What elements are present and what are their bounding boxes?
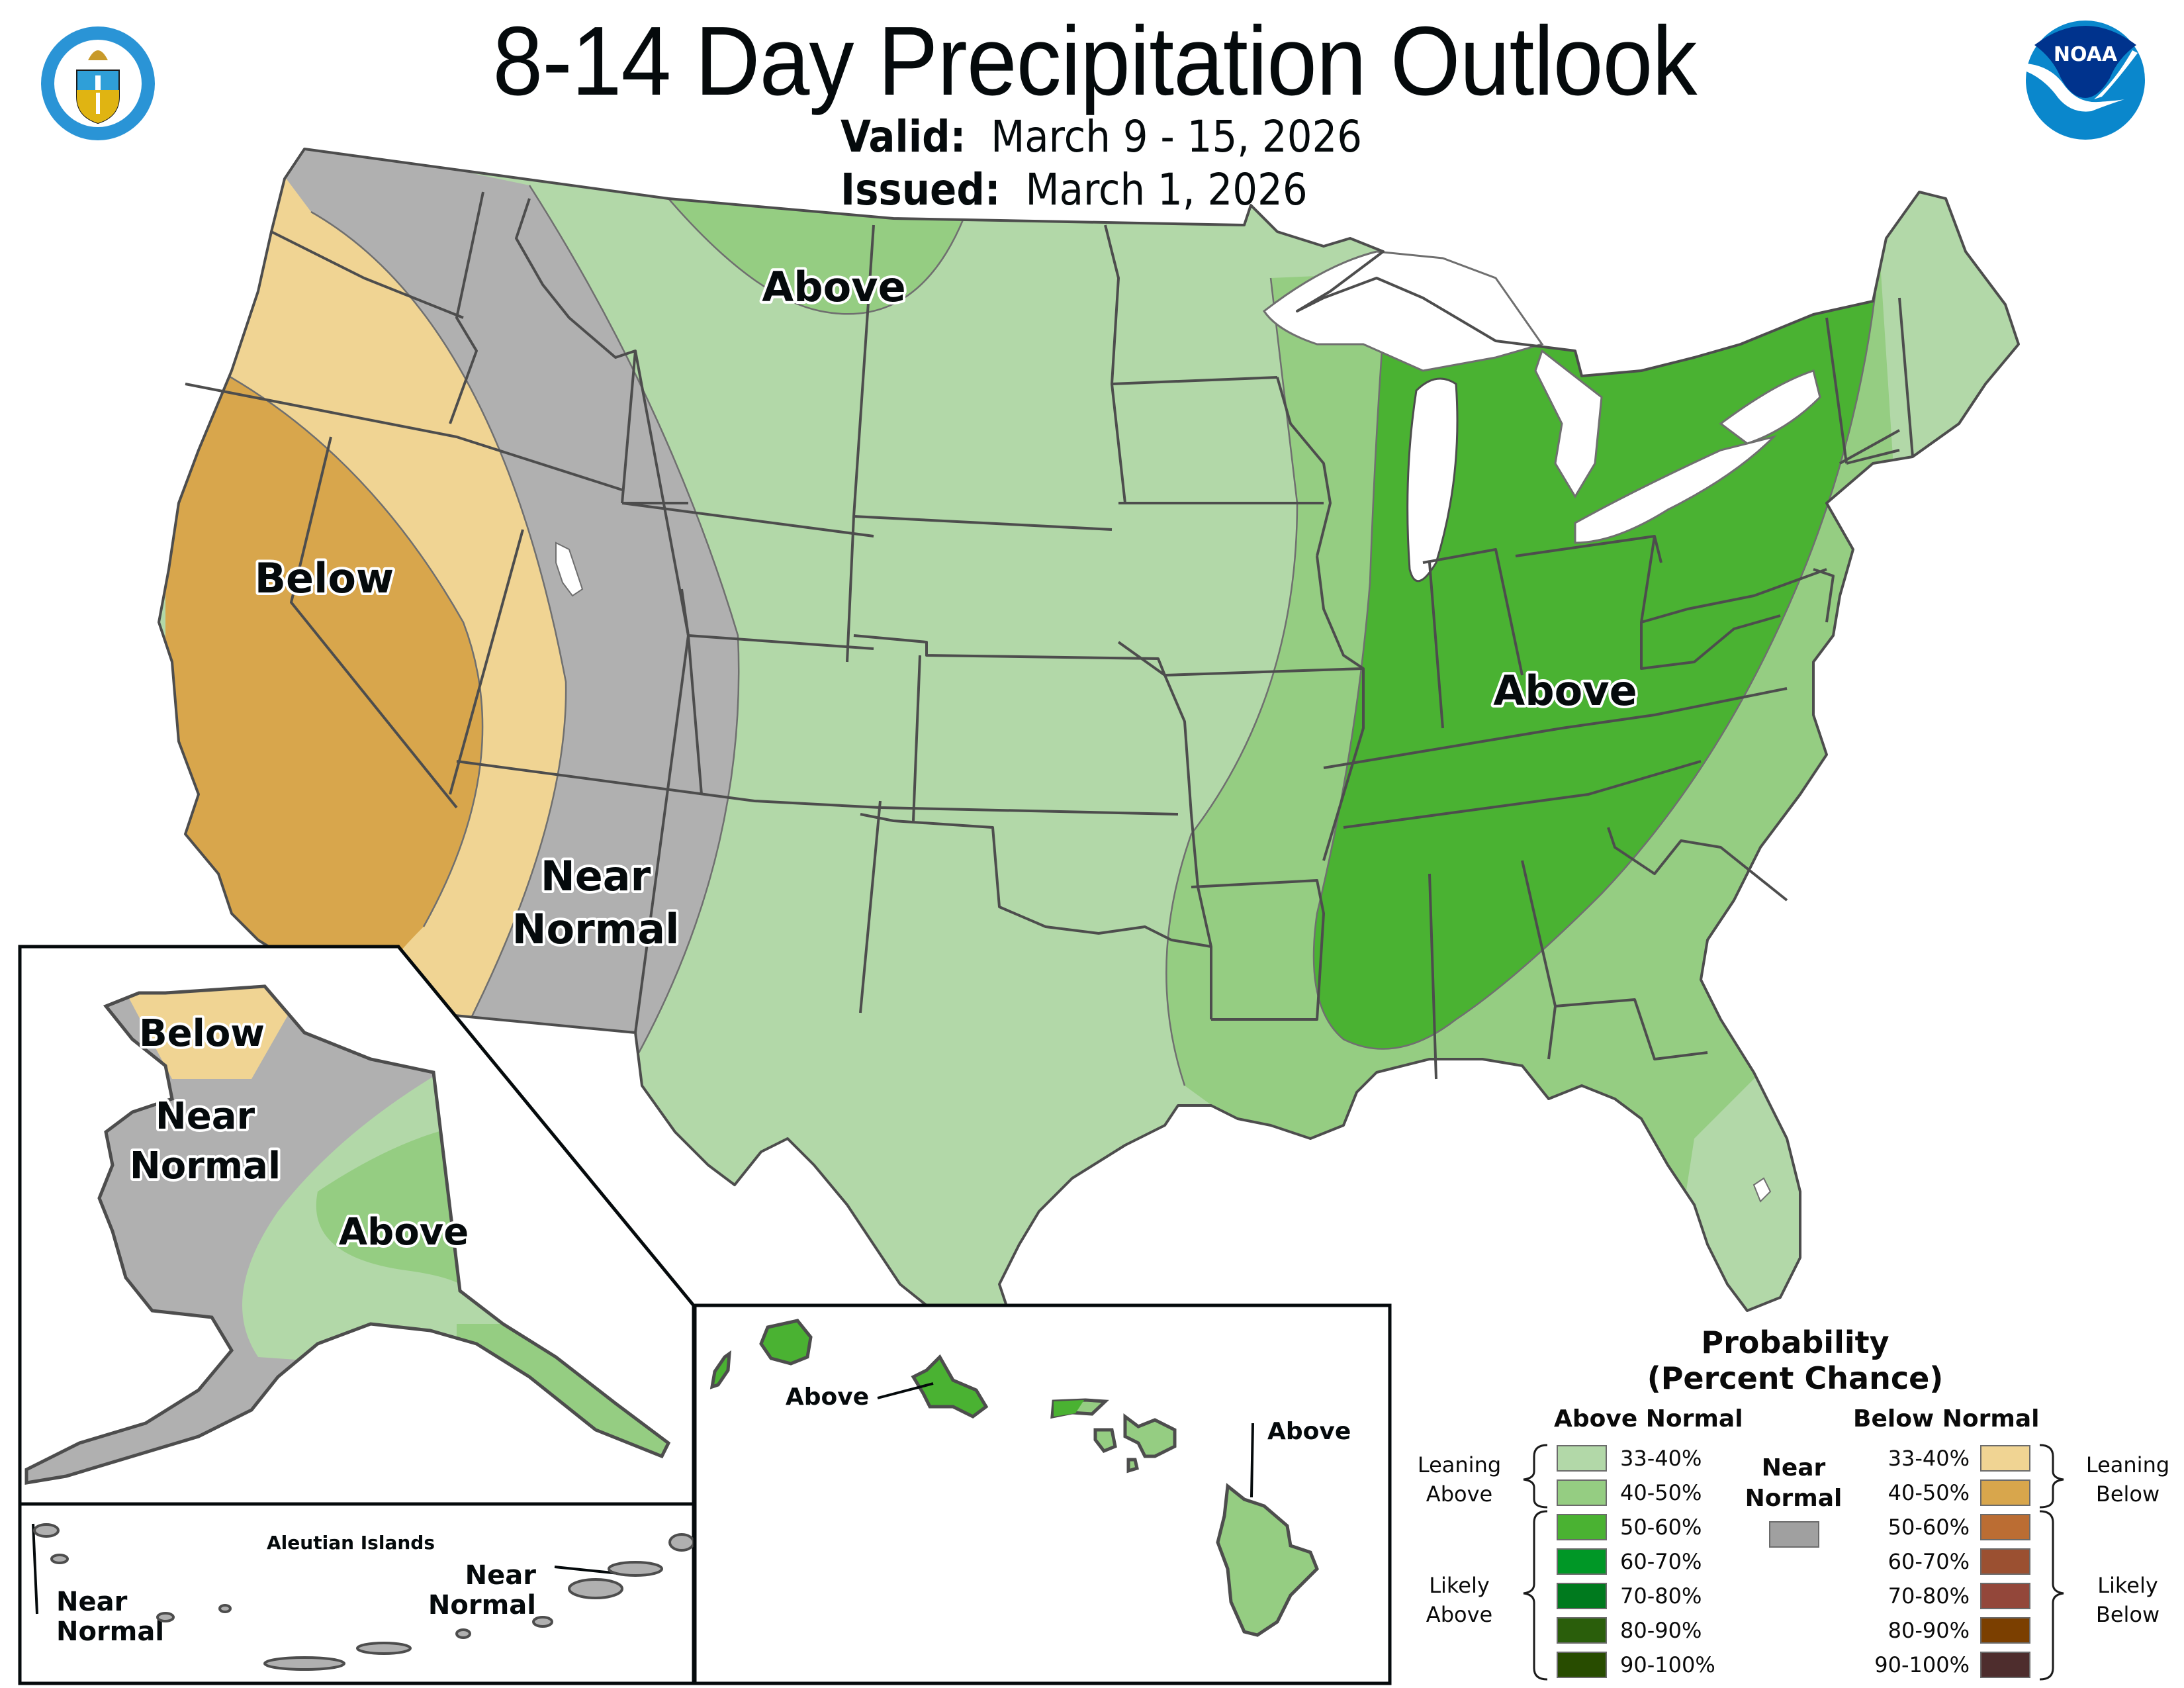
- hawaii-label-east: Above: [1267, 1418, 1351, 1445]
- brace-leaning-above-icon: [1523, 1444, 1548, 1509]
- label-above-50-60: 50-60%: [1620, 1515, 1702, 1540]
- swatch-below-80-90: [1980, 1617, 2030, 1644]
- swatch-below-50-60: [1980, 1514, 2030, 1540]
- legend-title-line2: (Percent Chance): [1647, 1360, 1944, 1396]
- legend-likely-above-line2: Above: [1426, 1602, 1493, 1627]
- alaska-label-above: Above: [339, 1211, 469, 1254]
- label-above-80-90: 80-90%: [1620, 1618, 1702, 1643]
- molokai-west: [1054, 1400, 1084, 1417]
- swatch-above-33-40: [1557, 1445, 1607, 1472]
- lake-okeechobee: [1752, 1177, 1772, 1203]
- brace-likely-below-icon: [2039, 1510, 2064, 1681]
- legend-near-normal-line2: Normal: [1745, 1485, 1843, 1512]
- alaska-label-near-line2: Normal: [130, 1145, 281, 1188]
- page-title: 8-14 Day Precipitation Outlook: [492, 7, 1697, 116]
- swatch-below-60-70: [1980, 1548, 2030, 1575]
- hawaii-label-west: Above: [786, 1383, 869, 1411]
- legend-likely-below: Likely Below: [2078, 1571, 2177, 1629]
- legend-title-line1: Probability: [1701, 1325, 1889, 1360]
- niihau-island: [709, 1350, 731, 1389]
- maui-island: [1123, 1413, 1177, 1458]
- alaska-label-near-line1: Near: [156, 1095, 255, 1138]
- swatch-below-33-40: [1980, 1445, 2030, 1472]
- label-above-40-50: 40-50%: [1620, 1480, 1702, 1505]
- noaa-logo-icon: NOAA: [2026, 21, 2145, 140]
- label-below-33-40: 33-40%: [1888, 1446, 1970, 1471]
- label-below-80-90: 80-90%: [1888, 1618, 1970, 1643]
- legend-leaning-above: Leaning Above: [1410, 1450, 1509, 1509]
- legend-likely-below-line2: Below: [2095, 1602, 2160, 1627]
- legend-leaning-above-line2: Above: [1426, 1481, 1493, 1507]
- label-below-60-70: 60-70%: [1888, 1549, 1970, 1574]
- label-north-plains-above: Above: [762, 263, 905, 311]
- swatch-below-90-100: [1980, 1652, 2030, 1678]
- label-below-50-60: 50-60%: [1888, 1515, 1970, 1540]
- label-above-90-100: 90-100%: [1620, 1652, 1715, 1677]
- aleutian-west-line2: Normal: [56, 1617, 164, 1647]
- legend-leaning-below: Leaning Below: [2078, 1450, 2177, 1509]
- swatch-above-40-50: [1557, 1479, 1607, 1506]
- issued-date: Issued: March 1, 2026: [841, 164, 1308, 215]
- legend-braces: [1523, 1444, 2064, 1681]
- legend: Probability (Percent Chance) Above Norma…: [1410, 1321, 2181, 1685]
- brace-likely-above-icon: [1523, 1510, 1548, 1681]
- oahu-island: [911, 1354, 989, 1419]
- legend-leaning-below-line2: Below: [2095, 1481, 2160, 1507]
- issued-value: March 1, 2026: [1025, 164, 1308, 215]
- label-above-60-70: 60-70%: [1620, 1549, 1702, 1574]
- valid-dates: Valid: March 9 - 15, 2026: [841, 111, 1362, 162]
- swatch-above-80-90: [1557, 1617, 1607, 1644]
- valid-label: Valid:: [841, 111, 966, 162]
- legend-leaning-above-line1: Leaning: [1417, 1452, 1502, 1477]
- label-east-above: Above: [1493, 667, 1637, 715]
- legend-near-normal-line1: Near: [1761, 1454, 1826, 1481]
- commerce-seal-icon: [41, 26, 155, 140]
- aleutian-east-line2: Normal: [428, 1590, 536, 1620]
- kauai-island: [759, 1319, 813, 1366]
- legend-likely-above: Likely Above: [1410, 1571, 1509, 1629]
- swatch-below-70-80: [1980, 1583, 2030, 1609]
- noaa-logo-text: NOAA: [2054, 43, 2118, 66]
- lanai-island: [1093, 1428, 1117, 1454]
- legend-near-normal: Near Normal: [1741, 1453, 1846, 1514]
- legend-leaning-below-line1: Leaning: [2085, 1452, 2170, 1477]
- aleutian-title: Aleutian Islands: [267, 1532, 435, 1554]
- swatch-below-40-50: [1980, 1479, 2030, 1506]
- legend-likely-above-line1: Likely: [1429, 1573, 1490, 1598]
- aleutian-east-line1: Near: [465, 1560, 537, 1591]
- valid-value: March 9 - 15, 2026: [991, 111, 1362, 162]
- label-west-below: Below: [255, 554, 394, 602]
- kahoolawe-island: [1126, 1458, 1139, 1474]
- label-near-normal-line1: Near: [541, 852, 651, 900]
- swatch-near-normal: [1769, 1521, 1819, 1548]
- swatch-above-70-80: [1557, 1583, 1607, 1609]
- legend-title: Probability (Percent Chance): [1410, 1325, 2181, 1396]
- label-above-33-40: 33-40%: [1620, 1446, 1702, 1471]
- swatch-above-50-60: [1557, 1514, 1607, 1540]
- legend-above-header: Above Normal: [1554, 1405, 1743, 1432]
- hawaii-big-island: [1216, 1483, 1319, 1637]
- legend-likely-below-line1: Likely: [2097, 1573, 2158, 1598]
- alaska-inset: Below Near Normal Above Aleutian Islands…: [18, 945, 696, 1685]
- label-below-90-100: 90-100%: [1874, 1652, 1970, 1677]
- label-near-normal-line2: Normal: [512, 905, 680, 953]
- label-above-70-80: 70-80%: [1620, 1583, 1702, 1609]
- aleutian-west-line1: Near: [56, 1587, 128, 1617]
- label-below-40-50: 40-50%: [1888, 1480, 1970, 1505]
- label-below-70-80: 70-80%: [1888, 1583, 1970, 1609]
- brace-leaning-below-icon: [2039, 1444, 2064, 1509]
- great-salt-lake: [555, 541, 584, 597]
- legend-below-header: Below Normal: [1853, 1405, 2040, 1432]
- issued-label: Issued:: [841, 164, 1001, 215]
- alaska-label-below: Below: [139, 1012, 265, 1055]
- state-borders: [185, 191, 1914, 1080]
- hawaii-inset: Above Above: [693, 1303, 1392, 1685]
- great-lakes: [1262, 250, 1821, 583]
- swatch-above-90-100: [1557, 1652, 1607, 1678]
- swatch-above-60-70: [1557, 1548, 1607, 1575]
